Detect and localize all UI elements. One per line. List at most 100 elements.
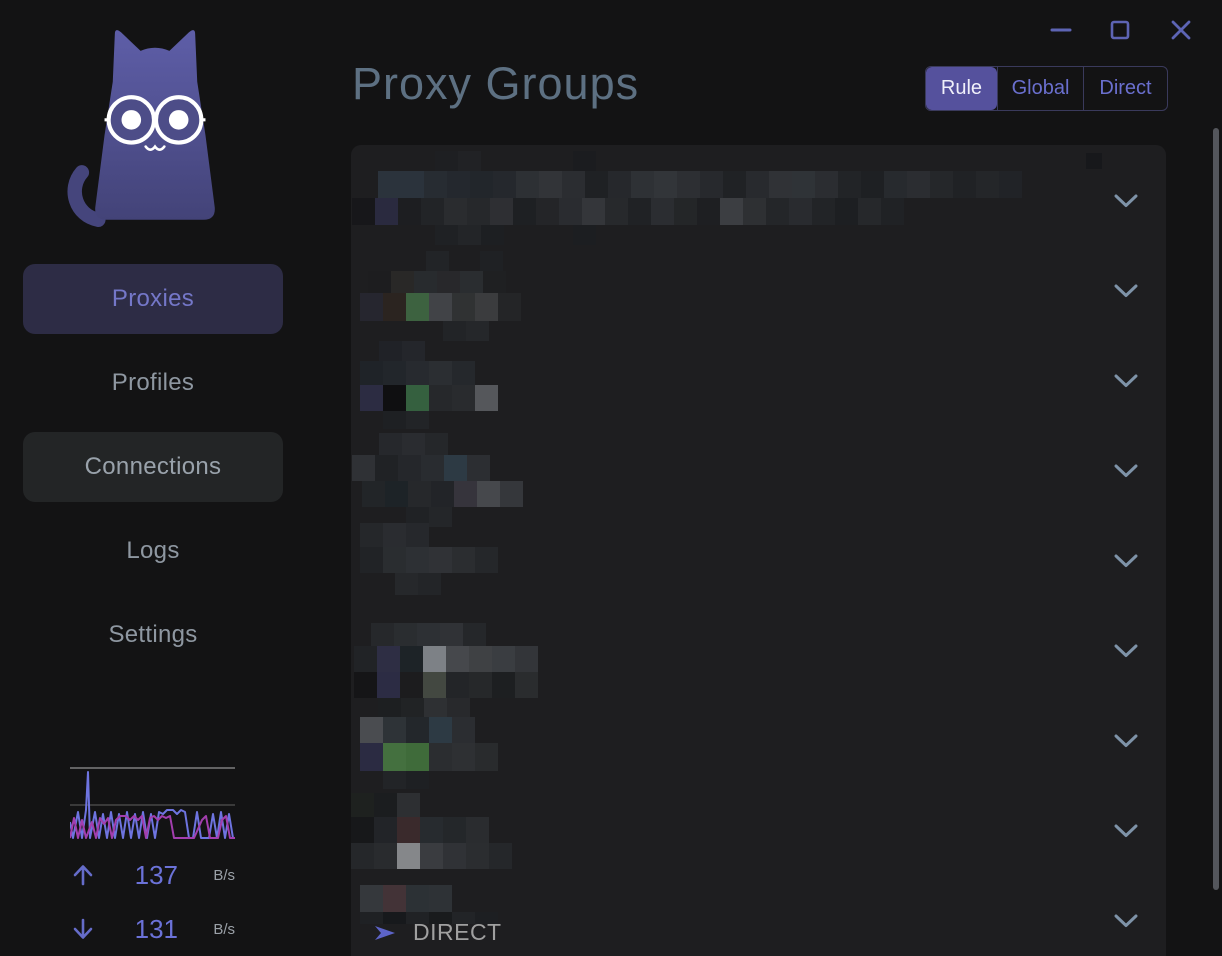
- redacted-tile: [406, 361, 429, 385]
- chevron-down-icon[interactable]: [1114, 824, 1138, 838]
- redacted-tile: [397, 793, 420, 817]
- redacted-tile: [421, 198, 444, 225]
- redacted-tile: [452, 717, 475, 743]
- redacted-tile: [858, 198, 881, 225]
- proxy-group-row[interactable]: [351, 516, 1166, 606]
- redacted-tile: [426, 251, 449, 271]
- chevron-down-icon[interactable]: [1114, 284, 1138, 298]
- redacted-tile: [466, 843, 489, 869]
- chevron-down-icon[interactable]: [1114, 464, 1138, 478]
- redacted-tile: [769, 171, 792, 198]
- redacted-tile: [766, 198, 789, 225]
- redacted-tile: [976, 171, 999, 198]
- redacted-tile: [443, 843, 466, 869]
- chevron-down-icon[interactable]: [1114, 374, 1138, 388]
- redacted-tile: [447, 171, 470, 198]
- minimize-button[interactable]: [1041, 10, 1081, 50]
- redacted-tile: [443, 817, 466, 843]
- redacted-tile: [475, 547, 498, 573]
- proxy-group-row[interactable]: [351, 606, 1166, 696]
- redacted-tile: [424, 171, 447, 198]
- redacted-tile: [723, 171, 746, 198]
- redacted-tile: [360, 547, 383, 573]
- mode-rule-button[interactable]: Rule: [926, 67, 997, 110]
- sidebar-item-settings[interactable]: Settings: [108, 621, 198, 648]
- redacted-tile: [383, 385, 406, 411]
- redacted-tile: [458, 225, 481, 245]
- redacted-tile: [437, 271, 460, 293]
- redacted-tile: [475, 912, 498, 924]
- redacted-tile: [605, 198, 628, 225]
- redacted-tile: [452, 743, 475, 771]
- redacted-tile: [360, 385, 383, 411]
- redacted-tile: [907, 171, 930, 198]
- redacted-tile: [444, 198, 467, 225]
- redacted-tile: [458, 151, 481, 171]
- redacted-tile: [881, 198, 904, 225]
- redacted-tile: [394, 623, 417, 646]
- redacted-tile: [677, 171, 700, 198]
- maximize-button[interactable]: [1100, 10, 1140, 50]
- close-button[interactable]: [1161, 10, 1201, 50]
- sidebar-item-connections[interactable]: Connections: [23, 432, 283, 502]
- proxy-group-row[interactable]: [351, 246, 1166, 336]
- redacted-tile: [435, 225, 458, 245]
- redacted-tile: [792, 171, 815, 198]
- upload-speed-unit: B/s: [213, 866, 235, 884]
- redacted-tile: [447, 698, 470, 720]
- redacted-tile: [429, 385, 452, 411]
- mode-direct-button[interactable]: Direct: [1083, 67, 1167, 110]
- scrollbar-thumb[interactable]: [1213, 128, 1219, 890]
- proxy-group-row[interactable]: [351, 156, 1166, 246]
- redacted-tile: [861, 171, 884, 198]
- redacted-tile: [360, 743, 383, 771]
- sidebar-item-profiles[interactable]: Profiles: [111, 369, 195, 396]
- redacted-tile: [383, 771, 406, 789]
- proxy-group-row[interactable]: [351, 876, 1166, 956]
- proxy-group-row[interactable]: [351, 786, 1166, 876]
- chevron-down-icon[interactable]: [1114, 554, 1138, 568]
- chevron-down-icon[interactable]: [1114, 194, 1138, 208]
- redacted-tile: [884, 171, 907, 198]
- redacted-tile: [374, 793, 397, 817]
- redacted-tile: [429, 743, 452, 771]
- redacted-tile: [377, 672, 400, 698]
- page-title: Proxy Groups: [352, 58, 640, 109]
- redacted-tile: [374, 843, 397, 869]
- proxy-group-row[interactable]: [351, 336, 1166, 426]
- chevron-down-icon[interactable]: [1114, 734, 1138, 748]
- sidebar-item-proxies[interactable]: Proxies: [23, 264, 283, 334]
- mode-global-button[interactable]: Global: [997, 67, 1083, 110]
- redacted-tile: [374, 817, 397, 843]
- redacted-tile: [700, 171, 723, 198]
- redacted-tile: [515, 646, 538, 672]
- redacted-tile: [585, 171, 608, 198]
- sidebar: Proxies Profiles Connections Logs Settings 1…: [0, 0, 320, 956]
- redacted-tile: [454, 481, 477, 507]
- redacted-tile: [475, 385, 498, 411]
- redacted-tile: [424, 698, 447, 720]
- chevron-down-icon[interactable]: [1114, 644, 1138, 658]
- redacted-tile: [467, 198, 490, 225]
- redacted-tile: [452, 912, 475, 924]
- redacted-tile: [400, 646, 423, 672]
- redacted-tile: [493, 171, 516, 198]
- redacted-tile: [489, 843, 512, 869]
- redacted-tile: [446, 672, 469, 698]
- redacted-tile: [492, 672, 515, 698]
- redacted-tile: [420, 817, 443, 843]
- redacted-tile: [443, 321, 466, 341]
- redacted-tile: [466, 321, 489, 341]
- redacted-tile: [401, 698, 424, 720]
- redacted-tile: [397, 817, 420, 843]
- redacted-tile: [360, 293, 383, 321]
- redacted-tile: [446, 646, 469, 672]
- redacted-tile: [720, 198, 743, 225]
- proxy-group-row[interactable]: [351, 426, 1166, 516]
- redacted-tile: [406, 523, 429, 547]
- sidebar-item-logs[interactable]: Logs: [126, 537, 180, 564]
- chevron-down-icon[interactable]: [1114, 914, 1138, 928]
- proxy-group-row[interactable]: [351, 696, 1166, 786]
- redacted-tile: [573, 151, 596, 171]
- redacted-tile: [398, 455, 421, 481]
